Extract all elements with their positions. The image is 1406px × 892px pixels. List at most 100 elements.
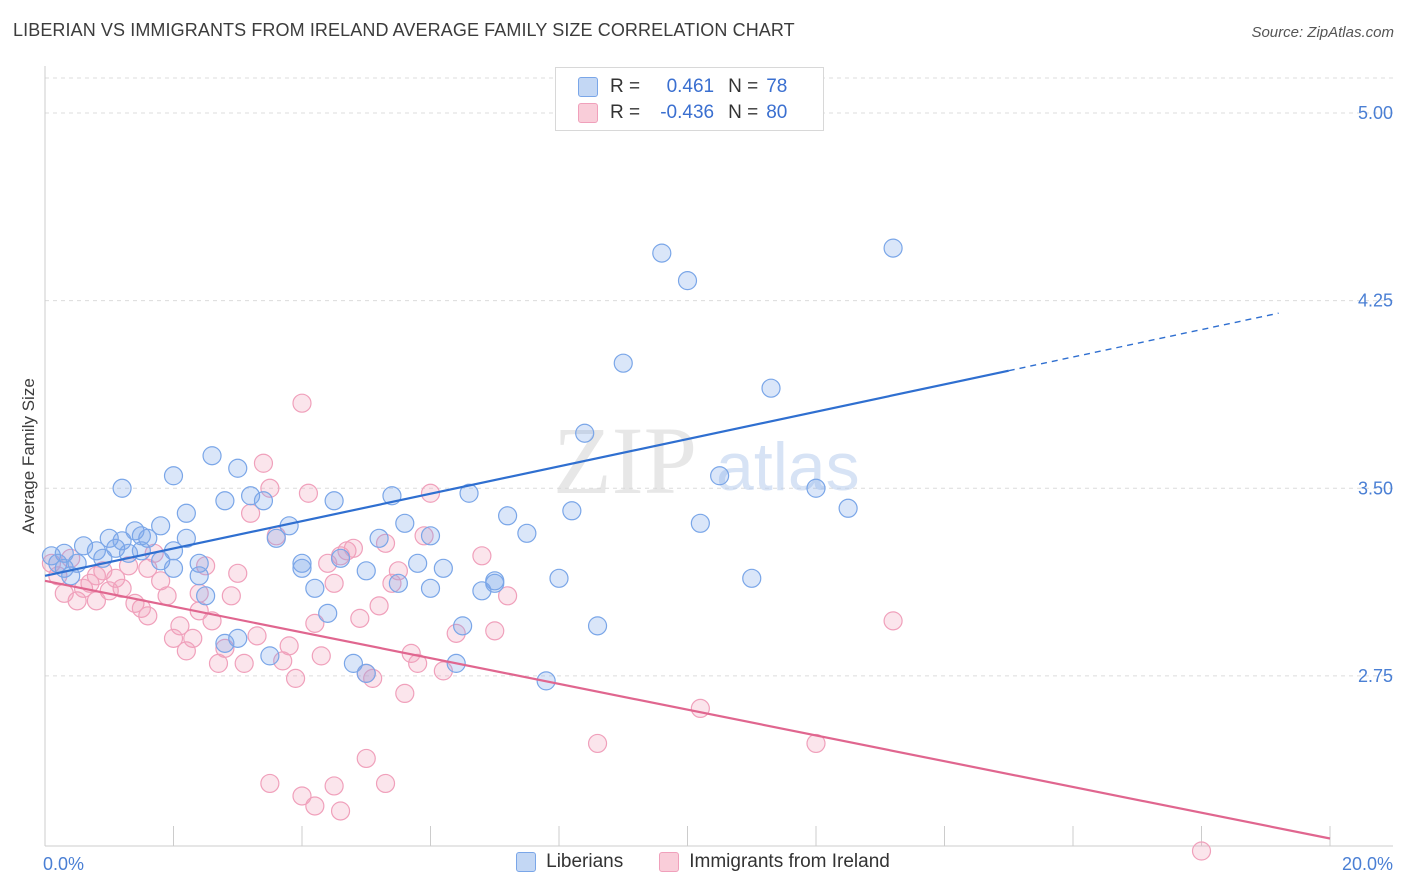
liberians-point <box>420 526 441 546</box>
source-label: Source: ZipAtlas.com <box>1251 24 1394 41</box>
legend-r-value: -0.436 <box>660 102 715 123</box>
ireland-point <box>41 553 62 573</box>
ireland-point <box>260 478 280 498</box>
ireland-point <box>221 586 241 606</box>
ireland-point <box>408 653 428 673</box>
legend-row-ireland: R = -0.436 N = 80 <box>578 101 787 125</box>
ireland-point <box>324 573 344 593</box>
watermark: ZIP atlas <box>553 407 860 514</box>
liberians-point <box>163 466 184 486</box>
liberians-point <box>343 653 363 673</box>
liberians-point <box>575 423 595 443</box>
ireland-point <box>305 796 325 816</box>
stats-legend: R = 0.461 N = 78 R = -0.436 N = 80 <box>555 67 824 131</box>
ireland-point <box>446 623 466 643</box>
ireland-point <box>285 668 306 688</box>
ireland-point <box>324 776 344 796</box>
y-tick-label: 3.50 <box>1358 478 1393 498</box>
liberians-point <box>324 491 344 511</box>
liberians-point <box>86 541 107 561</box>
legend-item-liberians: Liberians <box>516 851 623 873</box>
ireland-point <box>375 773 396 794</box>
liberians-point <box>459 483 479 503</box>
liberians-point <box>453 616 473 636</box>
watermark-zip: ZIP <box>553 407 697 514</box>
y-tick-label: 4.25 <box>1358 291 1393 311</box>
legend-item-ireland: Immigrants from Ireland <box>659 851 890 873</box>
liberians-point <box>388 573 408 593</box>
liberians-point <box>369 528 389 548</box>
liberians-point <box>176 503 196 523</box>
liberians-point <box>838 498 858 518</box>
series-liberians-points <box>41 238 903 691</box>
y-tick-label: 2.75 <box>1358 666 1393 686</box>
liberians-point <box>292 558 312 578</box>
x-tick-label: 0.0% <box>43 854 84 874</box>
legend-n-label: N = <box>728 102 759 123</box>
series-legend: Liberians Immigrants from Ireland <box>0 851 1406 873</box>
ireland-point <box>247 626 267 646</box>
liberians-point <box>112 531 132 551</box>
liberians-point <box>260 646 280 666</box>
liberians-point <box>549 568 569 588</box>
ireland-point <box>350 608 370 628</box>
liberians-point <box>395 513 415 533</box>
ireland-point <box>414 526 434 546</box>
liberians-point <box>215 633 235 653</box>
legend-n-value: 80 <box>766 102 788 123</box>
liberians-point <box>677 271 698 291</box>
legend-r-label: R = <box>610 102 641 123</box>
liberians-point <box>253 491 274 511</box>
ireland-point <box>305 613 325 633</box>
liberians-point <box>433 558 453 578</box>
liberians-point <box>710 466 730 486</box>
liberians-point <box>613 353 633 373</box>
liberians-point <box>356 561 376 581</box>
ireland-point <box>228 563 248 583</box>
ireland-point <box>587 733 608 754</box>
liberians-point <box>330 548 351 568</box>
liberians-point <box>408 553 428 573</box>
liberians-point <box>176 528 196 548</box>
liberians-point <box>517 523 537 543</box>
legend-swatch-ireland <box>659 852 680 872</box>
grid-lines <box>45 77 1393 677</box>
watermark-atlas: atlas <box>716 429 860 505</box>
liberians-point <box>806 478 826 498</box>
ireland-point <box>67 591 87 611</box>
liberians-point <box>485 573 505 593</box>
y-tick-label: 5.00 <box>1358 103 1393 123</box>
series-ireland-points <box>41 393 1212 861</box>
ireland-point <box>86 566 107 586</box>
liberians-point <box>228 628 248 648</box>
liberians-point <box>106 538 126 558</box>
liberians-point <box>690 513 710 533</box>
liberians-point <box>562 501 582 521</box>
liberians-point <box>54 543 74 563</box>
ireland-point <box>298 483 319 503</box>
ireland-point <box>202 611 222 631</box>
ireland-point <box>163 628 184 648</box>
legend-label-liberians: Liberians <box>546 851 624 872</box>
liberians-point <box>318 603 338 623</box>
liberians-point <box>266 528 286 548</box>
liberians-point <box>292 553 312 573</box>
ireland-point <box>234 653 254 673</box>
axes <box>44 66 1393 847</box>
liberians-point <box>189 553 209 573</box>
liberians-point <box>151 516 171 536</box>
ireland-point <box>260 773 280 794</box>
x-tick-label: 20.0% <box>1342 854 1393 874</box>
liberians-point <box>742 568 762 588</box>
liberians-point <box>228 458 248 478</box>
liberians-point <box>883 238 903 258</box>
ireland-point <box>330 801 351 821</box>
ireland-point <box>356 748 376 769</box>
ireland-point <box>498 586 518 606</box>
ireland-point <box>382 573 402 593</box>
ireland-point <box>472 546 492 566</box>
liberians-point <box>112 478 132 498</box>
ireland-point <box>176 641 196 661</box>
liberians-point <box>163 558 184 578</box>
